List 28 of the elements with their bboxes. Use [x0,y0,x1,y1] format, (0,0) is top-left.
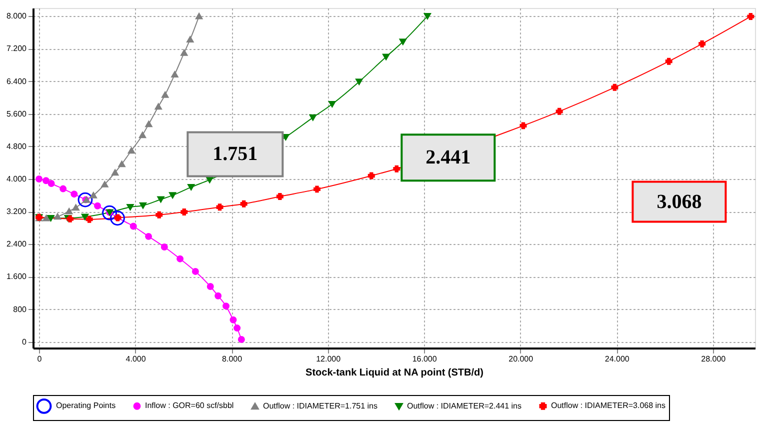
y-tick-label: 8.000 [6,12,28,21]
y-tick-label: 2.400 [6,240,28,249]
y-tick-label: 0 [22,337,28,346]
y-tick-label: 6.400 [6,76,28,86]
y-tick-label: 4.800 [6,142,28,151]
legend-label: Outflow : IDIAMETER=3.068 ins [551,401,666,410]
y-tick-label: 1.600 [6,272,28,282]
x-tick-label: 8.000 [222,354,243,364]
legend-label: Outflow : IDIAMETER=2.441 ins [407,401,522,410]
annotation: 3.068 [656,190,702,213]
y-tick-label: 7.200 [6,44,28,54]
x-tick-label: 28.000 [701,354,726,364]
y-tick-label: 5.600 [6,109,28,118]
x-tick-label: 4.000 [126,354,146,364]
annotation: 1.751 [212,143,258,166]
annotation: 2.441 [426,146,471,169]
y-tick-label: 3.200 [6,207,28,216]
x-tick-label: 0 [37,354,42,364]
legend-label: Inflow : GOR=60 scf/sbbl [145,401,234,410]
x-tick-label: 16.000 [412,354,438,364]
x-axis-title: Stock-tank Liquid at NA point (STB/d) [306,368,484,378]
y-tick-label: 800 [13,304,28,314]
legend-label: Operating Points [56,401,116,410]
legend-label: Outflow : IDIAMETER=1.751 ins [263,401,378,410]
x-tick-label: 12.000 [316,354,342,364]
x-tick-label: 24.000 [604,354,630,364]
x-tick-label: 20.000 [508,354,534,364]
y-tick-label: 4.000 [6,174,28,184]
